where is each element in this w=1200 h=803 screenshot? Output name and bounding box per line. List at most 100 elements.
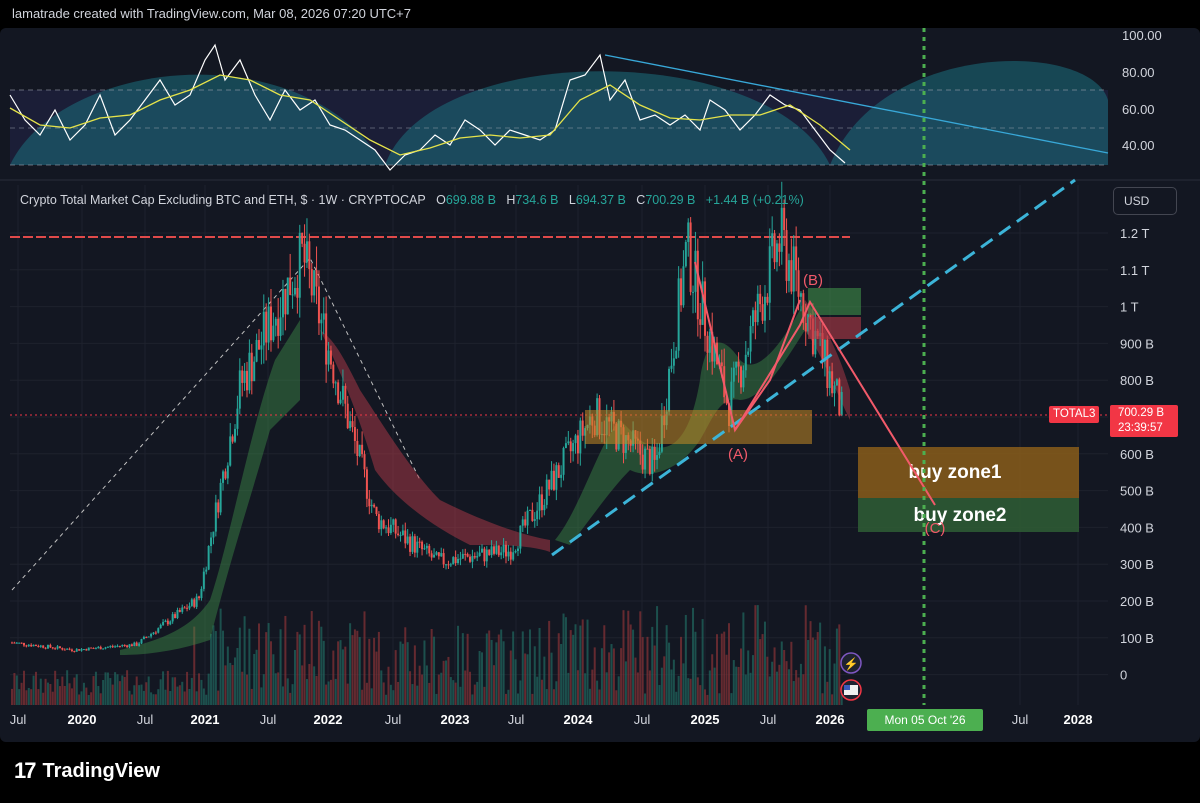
currency-button[interactable]: USD [1113,187,1177,215]
candle-body [389,524,392,534]
candle-body [775,243,778,263]
candle-body [188,605,191,609]
volume-bar [461,633,464,705]
volume-bar [557,633,560,705]
candle-body [46,644,49,649]
candle-body [471,556,474,562]
candle-body [260,345,263,350]
candle-body [207,546,210,570]
candle-body [823,339,826,362]
tradingview-logo: 17 TradingView [14,758,160,784]
volume-bar [742,612,745,705]
volume-bar [751,655,754,705]
candle-body [111,646,114,648]
candle-body [449,564,452,566]
volume-bar [783,649,786,705]
volume-bar [497,634,500,705]
time-axis[interactable]: Jul 2020 Jul 2021 Jul 2022 Jul 2023 Jul 2024 Jul 20… [10,712,1093,727]
demand-zone[interactable] [585,410,812,444]
time-tick: Jul [1012,712,1029,727]
buy-zone1-box[interactable] [858,447,1079,498]
volume-bar [329,679,332,705]
candle-body [380,520,383,530]
alert-icon[interactable] [840,652,862,674]
candle-body [257,340,260,350]
volume-bar [178,685,181,705]
candle-body [385,527,388,529]
volume-bar [464,670,467,705]
price-tick: 500 B [1120,484,1154,499]
candle-body [121,645,124,647]
volume-bar [672,659,675,705]
volume-bar [399,641,402,705]
candle-body [296,287,299,298]
volume-bar [363,611,366,705]
candle-body [739,366,742,388]
candle-body [658,451,661,456]
volume-bar [104,672,107,705]
chart-area[interactable]: 100.00 80.00 60.00 40.00 [0,28,1200,742]
abc-wave[interactable] [694,261,936,506]
ohlc-legend: Crypto Total Market Cap Excluding BTC an… [20,193,804,207]
chart-canvas[interactable]: 100.00 80.00 60.00 40.00 [0,28,1200,742]
main-pane: buy zone1 buy zone2 (A) (B) (C) ⚡ [10,28,1154,727]
candle-body [49,644,52,648]
volume-bar [713,667,716,705]
candle-body [351,421,354,428]
volume-bar [562,613,565,705]
volume-bar [610,644,613,705]
candle-body [305,241,308,263]
candle-body [356,440,359,456]
volume-bar [564,617,567,705]
candle-body [557,465,560,478]
volume-bar [795,670,798,705]
support-trendline[interactable] [551,178,1076,557]
candle-body [368,498,371,507]
volume-bar [303,624,306,705]
stop-zone-red[interactable] [808,317,861,339]
candle-body [145,636,148,638]
candle-body [339,399,342,404]
volume-bar [454,682,457,705]
volume-bar [543,656,546,705]
candle-body [229,436,232,466]
volume-bar [56,678,59,705]
volume-bar [627,610,630,705]
candle-body [205,569,208,572]
time-tick: 2024 [564,712,594,727]
volume-bar [296,631,299,705]
volume-bar [694,631,697,705]
candle-body [711,331,714,362]
volume-bar [504,693,507,705]
candle-body [440,553,443,557]
volume-bar [785,661,788,705]
time-tick: 2020 [68,712,97,727]
candle-body [42,645,45,648]
volume-bar [183,691,186,705]
target-zone-green[interactable] [808,288,861,315]
candle-body [226,465,229,479]
volume-bar [231,665,234,705]
volume-bar [162,671,165,705]
candle-body [759,293,762,305]
candle-body [821,332,824,362]
candle-body [18,642,21,644]
candle-body [555,465,558,490]
candle-body [169,621,172,625]
last-price-badge: 700.29 B 23:39:57 [1110,405,1178,437]
candle-body [54,648,57,650]
buy-zone2-box[interactable] [858,498,1079,532]
candle-body [668,368,671,412]
volume-bar [430,628,433,705]
candle-body [361,444,364,455]
candle-body [780,207,783,252]
candle-body [706,335,709,353]
candle-body [574,435,577,444]
volume-bar [18,689,21,705]
volume-bar [70,688,73,705]
volume-bar [207,673,210,705]
candle-body [61,648,64,650]
volume-bar [629,624,632,705]
candle-body [92,647,95,649]
